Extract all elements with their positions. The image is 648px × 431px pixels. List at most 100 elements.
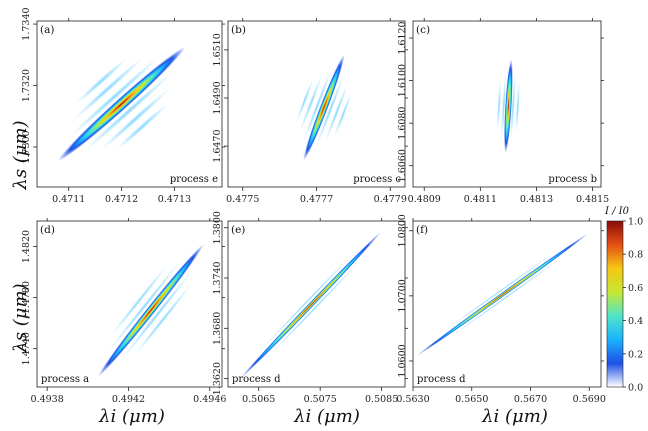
panel-5: 0.5630 0.5650 0.5670 0.5690 1.0600 1.0700 1.08… [396, 214, 606, 405]
y-tick-label: 1.3680 [212, 312, 223, 345]
x-tick-label: 0.5690 [573, 394, 606, 405]
y-tick-label: 1.7320 [21, 69, 32, 102]
colorbar-tick-label: 0.6 [628, 283, 643, 294]
side-fringe [296, 79, 314, 122]
side-fringe [83, 71, 173, 152]
side-fringe [515, 80, 520, 133]
side-fringe [119, 268, 194, 362]
panel-frame [227, 220, 406, 388]
side-fringe [107, 259, 182, 353]
x-tick-label: 0.5650 [455, 394, 488, 405]
side-fringe [257, 249, 357, 353]
y-axis-label-bottom: λs (μm) [10, 283, 31, 353]
panel-frame [36, 20, 223, 188]
side-fringe [496, 79, 502, 132]
panel-2: 0.4809 0.4811 0.4813 0.4815 1.6060 1.6080 1.61… [397, 18, 609, 205]
x-tick-label: 0.4942 [112, 394, 145, 405]
x-tick-label: 0.4779 [374, 194, 407, 205]
colorbar-tick-label: 0.4 [628, 316, 643, 327]
x-tick-label: 0.5670 [514, 394, 547, 405]
heatmap-intensity [97, 243, 204, 377]
side-fringe [109, 264, 169, 338]
panel-label: (d) [40, 224, 55, 236]
side-fringe [334, 93, 352, 137]
y-tick-label: 1.3800 [212, 211, 223, 244]
side-fringe [325, 83, 348, 142]
panel-1: 0.4775 0.4777 0.4779 1.6470 1.6490 1.6510 (b) p… [212, 18, 408, 205]
main-peak [303, 54, 345, 161]
x-tick-label: 0.4775 [226, 194, 259, 205]
process-annotation: process a [41, 374, 89, 385]
side-fringe [315, 72, 345, 148]
x-axis-label-e: λi (μm) [293, 406, 360, 427]
colorbar-tick-label: 0.2 [628, 349, 643, 360]
process-annotation: process b [548, 174, 597, 185]
heatmap-intensity [240, 231, 382, 379]
process-annotation: process e [170, 174, 218, 185]
panel-frame [36, 220, 223, 388]
colorbar-tick-label: 1.0 [628, 217, 643, 228]
y-tick-label: 1.0600 [397, 344, 408, 377]
y-tick-label: 1.6510 [212, 33, 223, 66]
heatmap-intensity [296, 54, 352, 161]
panel-label: (e) [231, 224, 245, 236]
panel-frame [412, 20, 602, 188]
y-tick-label: 1.3620 [212, 362, 223, 395]
x-tick-label: 0.4777 [300, 194, 333, 205]
process-annotation: process d [232, 374, 281, 385]
colorbar: 0.0 0.2 0.4 0.6 0.8 1.0 [606, 217, 643, 394]
side-fringe [299, 73, 323, 132]
panel-label: (a) [40, 24, 54, 36]
y-tick-label: 1.6100 [397, 64, 408, 97]
panel-label: (f) [416, 224, 428, 236]
x-tick-label: 0.4813 [520, 194, 553, 205]
panel-4: 0.5065 0.5075 0.5085 1.3620 1.3680 1.3740 1.38… [212, 211, 408, 405]
side-fringe [75, 58, 127, 105]
main-peak [58, 46, 186, 162]
side-fringe [303, 68, 332, 143]
x-tick-label: 0.5630 [396, 394, 429, 405]
y-tick-label: 1.6470 [212, 129, 223, 162]
x-axis-label-d: λi (μm) [98, 406, 165, 427]
y-tick-label: 1.6080 [397, 107, 408, 140]
y-tick-label: 1.6120 [397, 21, 408, 54]
heatmap-intensity [415, 232, 590, 357]
panel-label: (b) [231, 24, 246, 36]
colorbar-tick-label: 0.8 [628, 250, 643, 261]
panel-0: 0.4711 0.4712 0.4713 1.7300 1.7320 1.7340 (a) p… [21, 7, 225, 205]
colorbar-gradient [606, 220, 624, 388]
side-fringe [265, 256, 365, 361]
side-fringe [72, 57, 143, 121]
panels-group: 0.4711 0.4712 0.4713 1.7300 1.7320 1.7340 (a) p… [21, 7, 609, 405]
x-tick-label: 0.4938 [31, 394, 64, 405]
main-peak [504, 59, 513, 153]
main-peak [240, 231, 382, 379]
side-fringe [133, 283, 192, 357]
panel-label: (c) [416, 24, 430, 36]
process-annotation: process d [417, 374, 466, 385]
y-tick-label: 1.4740 [21, 332, 32, 365]
panel-3: 0.4938 0.4942 0.4946 1.4740 1.4780 1.4820 (d) p… [21, 218, 226, 405]
side-fringe [439, 247, 561, 335]
x-tick-label: 0.5065 [242, 394, 275, 405]
process-annotation: process c [353, 174, 401, 185]
main-peak [415, 232, 590, 357]
x-tick-label: 0.4811 [464, 194, 497, 205]
side-fringe [444, 254, 566, 342]
y-tick-label: 1.6060 [397, 149, 408, 182]
panel-frame [412, 220, 602, 388]
heatmap-intensity [496, 59, 520, 153]
colorbar-tick-label: 0.0 [628, 383, 643, 394]
y-tick-label: 1.6490 [212, 81, 223, 114]
x-tick-label: 0.4712 [105, 194, 138, 205]
colorbar-label: I / I0 [604, 206, 630, 217]
x-tick-label: 0.5075 [304, 394, 337, 405]
y-tick-label: 1.7300 [21, 130, 32, 163]
side-fringe [100, 87, 171, 151]
side-fringe [70, 56, 160, 137]
main-peak [97, 243, 204, 377]
x-tick-label: 0.4815 [576, 194, 609, 205]
heatmap-intensity [58, 46, 186, 162]
side-fringe [501, 73, 507, 139]
